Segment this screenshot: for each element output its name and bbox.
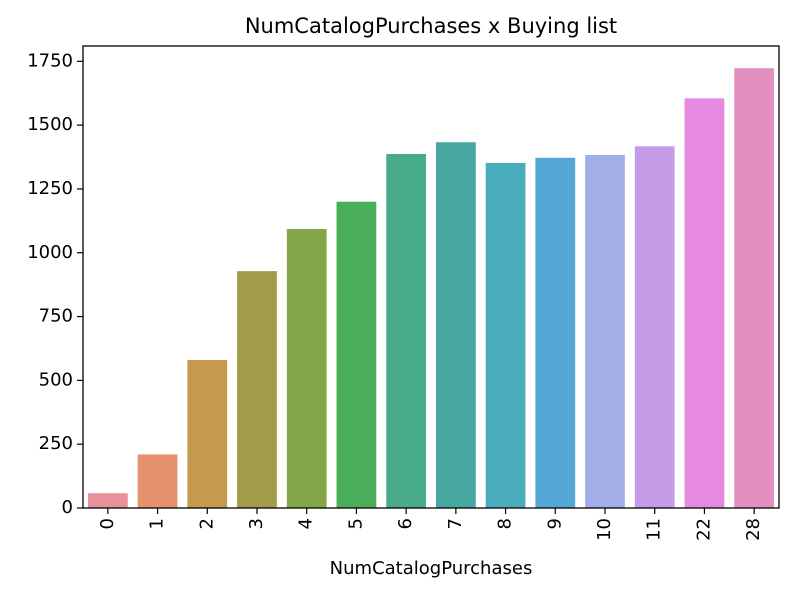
y-tick-label: 1750 xyxy=(27,50,73,71)
x-tick-label: 8 xyxy=(495,518,516,529)
x-tick-label: 2 xyxy=(196,518,217,529)
bar-2 xyxy=(187,359,228,508)
bar-8 xyxy=(485,162,526,508)
x-tick-label: 22 xyxy=(693,518,714,541)
bar-4 xyxy=(286,229,327,509)
bar-22 xyxy=(684,98,725,509)
x-tick-label: 5 xyxy=(345,518,366,529)
bar-3 xyxy=(237,271,277,508)
y-tick-label: 1000 xyxy=(27,242,73,263)
x-tick-label: 6 xyxy=(395,518,416,529)
bar-9 xyxy=(535,157,576,508)
bar-11 xyxy=(634,146,675,508)
x-tick-label: 11 xyxy=(644,518,665,541)
x-tick-label: 1 xyxy=(147,518,168,529)
bars xyxy=(87,68,775,509)
x-axis-label: NumCatalogPurchases xyxy=(330,558,533,579)
bar-5 xyxy=(336,201,377,508)
y-tick-label: 1250 xyxy=(27,178,73,199)
y-tick-label: 1500 xyxy=(27,114,73,135)
bar-10 xyxy=(585,154,625,509)
bar-6 xyxy=(386,153,427,509)
x-tick-label: 4 xyxy=(296,518,317,529)
y-tick-label: 250 xyxy=(39,433,73,454)
y-axis-ticks: 0 250 500 750 1000 1250 1500 1750 xyxy=(27,50,83,518)
x-tick-label: 3 xyxy=(246,518,267,529)
plot-frame xyxy=(82,45,780,509)
x-tick-label: 28 xyxy=(743,518,764,541)
x-axis-ticks: 0 1 2 3 4 5 6 7 8 9 10 11 22 28 xyxy=(97,508,764,541)
bar-0 xyxy=(87,493,128,508)
x-tick-label: 9 xyxy=(544,518,565,529)
bar-28 xyxy=(734,68,775,508)
y-tick-label: 500 xyxy=(39,369,73,390)
chart-title: NumCatalogPurchases x Buying list xyxy=(245,14,617,38)
bar-1 xyxy=(137,454,178,508)
y-tick-label: 750 xyxy=(39,306,73,327)
y-tick-label: 0 xyxy=(62,497,73,518)
bar-7 xyxy=(435,142,476,508)
x-tick-label: 10 xyxy=(594,518,615,541)
x-tick-label: 7 xyxy=(445,518,466,529)
x-tick-label: 0 xyxy=(97,518,118,529)
